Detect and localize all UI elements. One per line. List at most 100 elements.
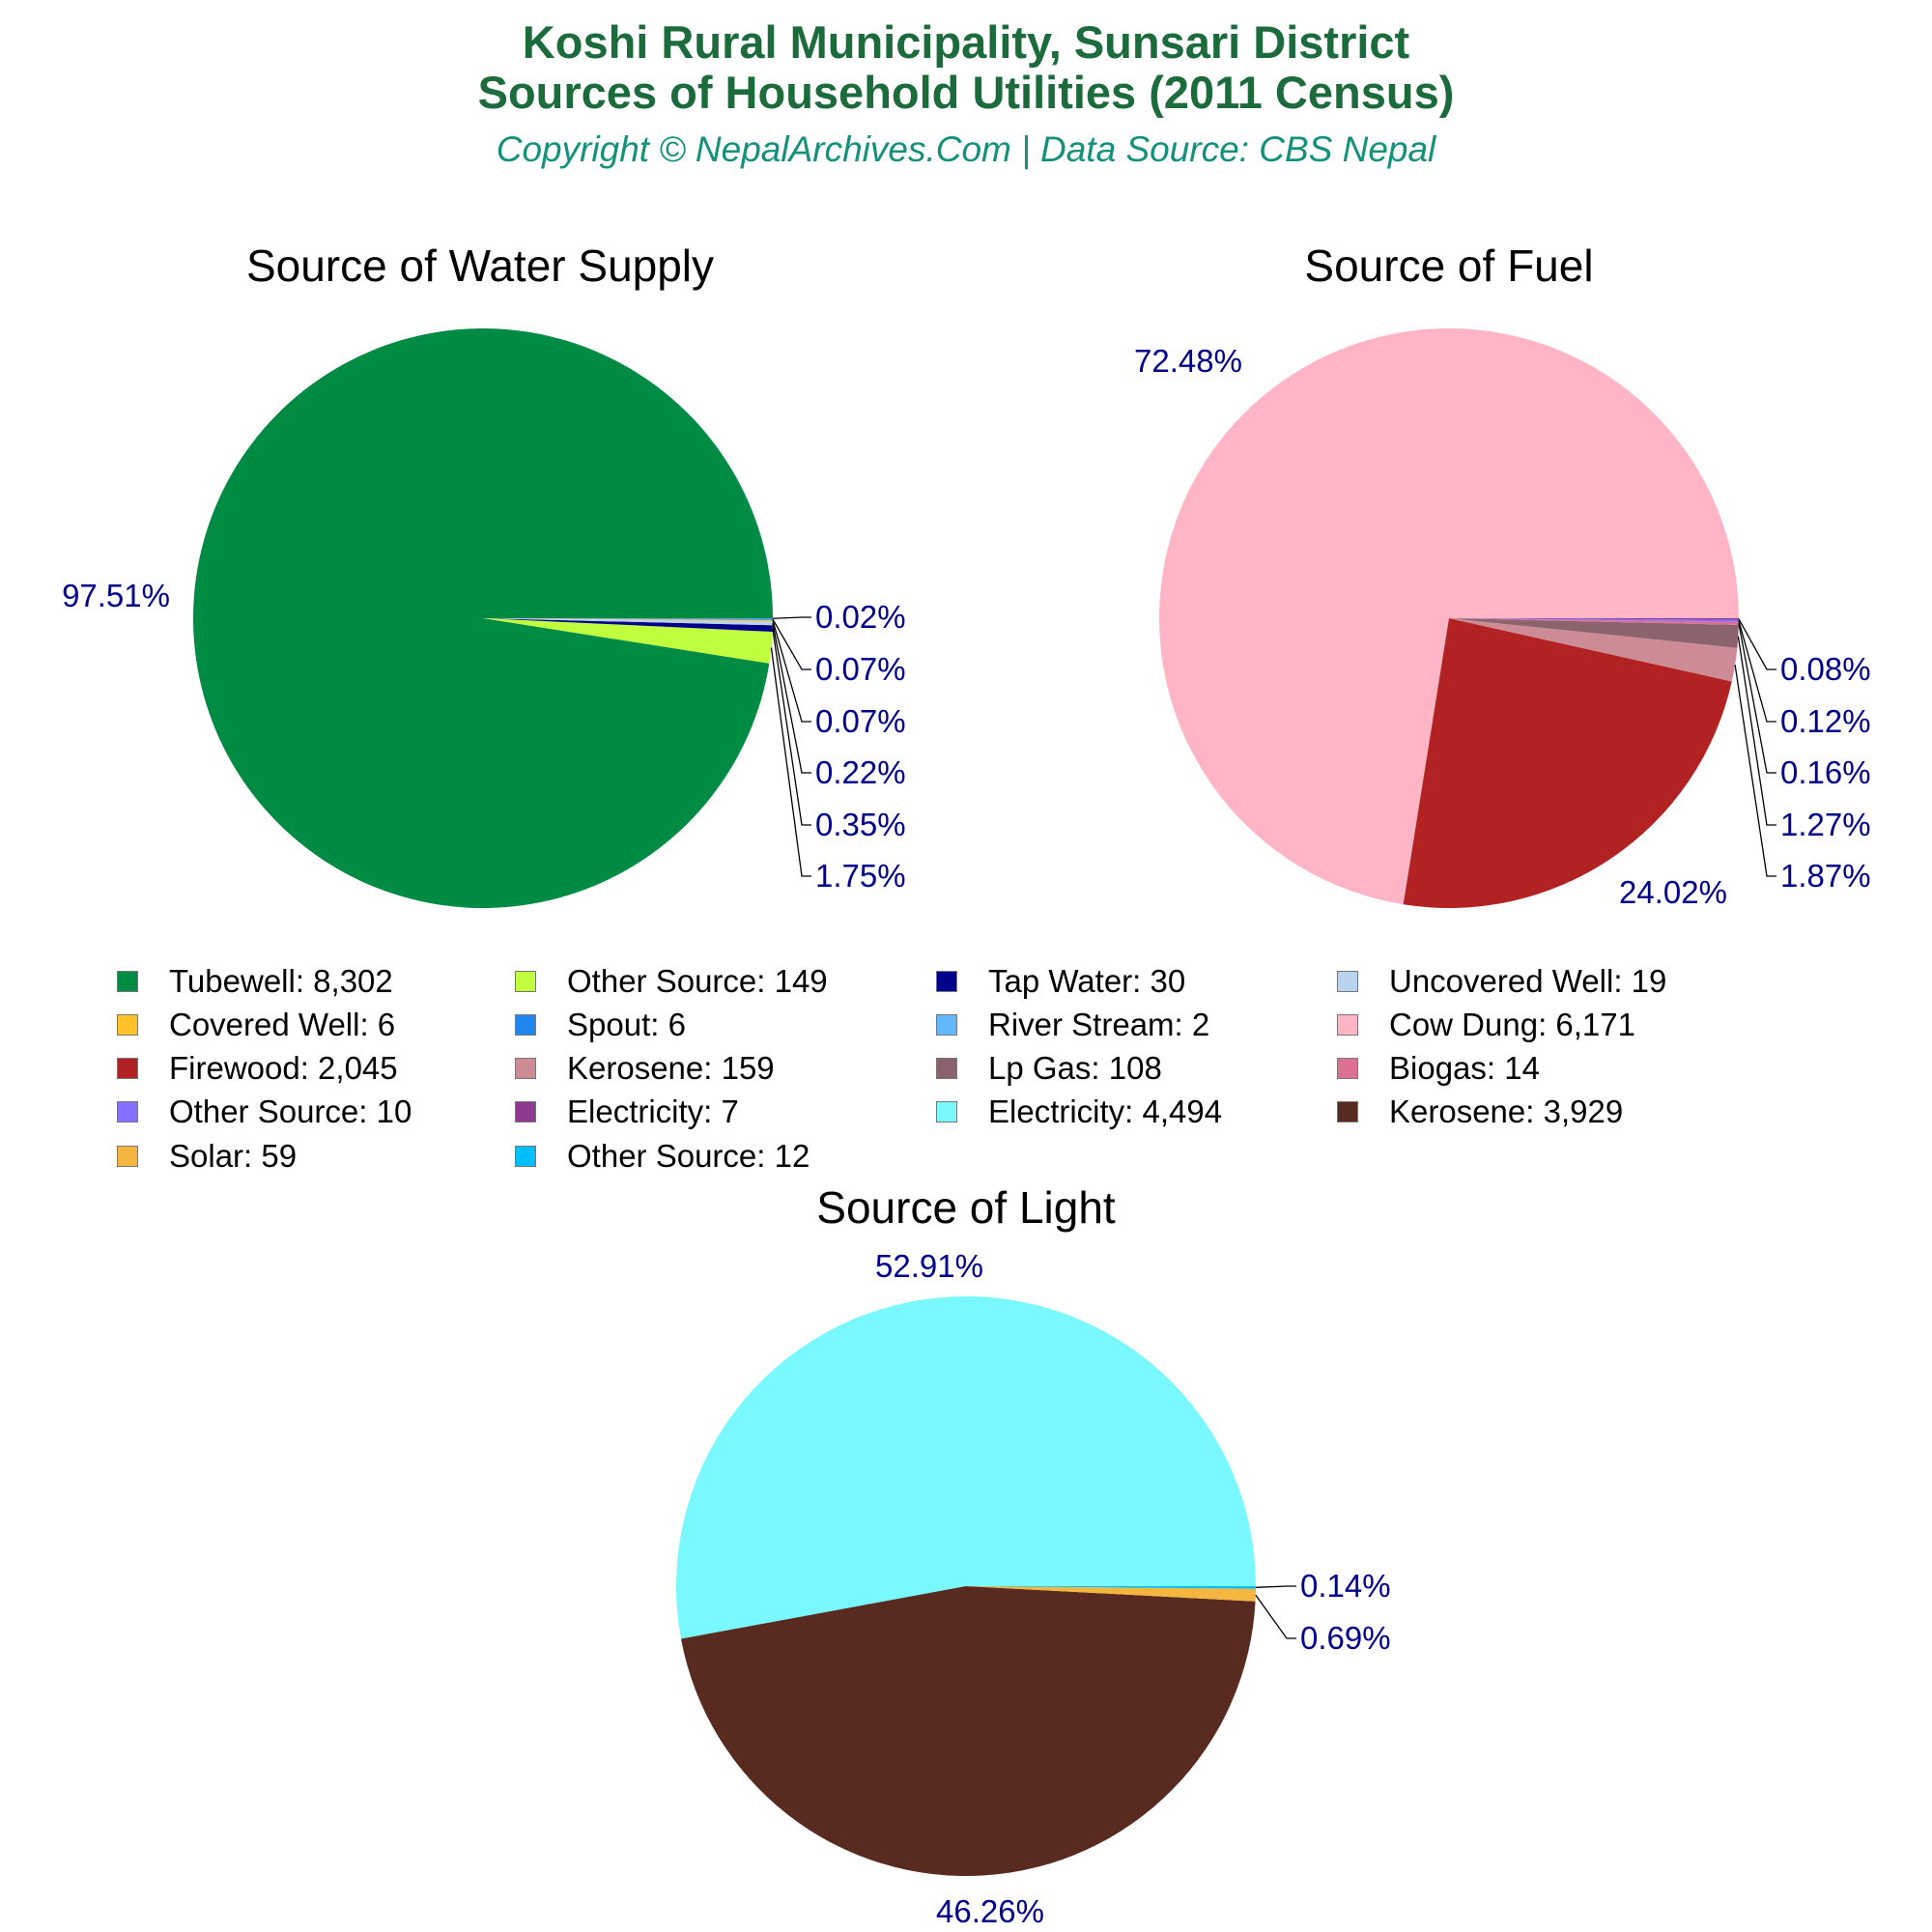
subplot-title: Source of Light <box>816 1182 1116 1233</box>
pie-slice-electricity <box>1449 618 1739 620</box>
legend-item[interactable]: Biogas: 14 <box>1337 1050 1540 1087</box>
legend-label: River Stream: 2 <box>988 1007 1210 1042</box>
legend-swatch <box>936 1014 957 1036</box>
leader-line <box>772 623 811 774</box>
pie-slice-tubewell <box>193 328 774 909</box>
slice-percent-label: 0.02% <box>815 599 906 635</box>
legend-swatch <box>1337 971 1358 992</box>
legend-item[interactable]: Kerosene: 3,929 <box>1337 1094 1623 1130</box>
leader-line <box>772 628 811 826</box>
leader-line <box>1737 636 1776 826</box>
legend-item[interactable]: Electricity: 4,494 <box>936 1094 1222 1130</box>
pie-slice-uncovered-well <box>483 618 773 626</box>
legend-item[interactable]: River Stream: 2 <box>936 1007 1209 1043</box>
legend-label: Other Source: 12 <box>567 1138 810 1174</box>
legend-item[interactable]: Uncovered Well: 19 <box>1337 963 1666 1000</box>
slice-percent-label: 52.91% <box>875 1248 983 1284</box>
slice-percent-label: 0.07% <box>815 703 906 739</box>
slice-percent-label: 24.02% <box>1619 874 1727 910</box>
leader-line <box>772 616 811 619</box>
legend-label: Cow Dung: 6,171 <box>1389 1007 1635 1042</box>
legend-label: Lp Gas: 108 <box>988 1050 1162 1086</box>
pie-slice-other-source <box>483 618 773 664</box>
subplot-title: Source of Fuel <box>1304 241 1593 291</box>
pie-slice-other-source <box>1449 618 1739 622</box>
slice-percent-label: 46.26% <box>936 1893 1044 1929</box>
legend-item[interactable]: Lp Gas: 108 <box>936 1050 1162 1087</box>
legend-item[interactable]: Other Source: 12 <box>515 1138 810 1175</box>
slice-percent-label: 0.22% <box>815 754 906 790</box>
legend-item[interactable]: Covered Well: 6 <box>117 1007 395 1043</box>
slice-percent-label: 1.27% <box>1780 807 1871 842</box>
pie-slice-spout <box>483 618 773 620</box>
legend-item[interactable]: Tap Water: 30 <box>936 963 1185 1000</box>
legend-item[interactable]: Electricity: 7 <box>515 1094 739 1130</box>
legend-label: Other Source: 149 <box>567 963 828 999</box>
legend-label: Uncovered Well: 19 <box>1389 963 1667 999</box>
subplot-title: Source of Water Supply <box>246 241 714 291</box>
legend-swatch <box>117 1101 138 1122</box>
legend-swatch <box>936 1101 957 1122</box>
legend-swatch <box>117 1146 138 1167</box>
slice-percent-label: 97.51% <box>62 578 170 613</box>
slice-percent-label: 0.35% <box>815 807 906 842</box>
pie-slice-tap-water <box>483 618 773 632</box>
pie-slice-cow-dung <box>1159 328 1739 905</box>
legend-item[interactable]: Other Source: 149 <box>515 963 828 1000</box>
legend-label: Electricity: 7 <box>567 1094 739 1129</box>
legend-label: Other Source: 10 <box>169 1094 412 1129</box>
pie-slice-biogas <box>1449 618 1739 625</box>
legend-item[interactable]: Other Source: 10 <box>117 1094 412 1130</box>
chart-subtitle: Copyright © NepalArchives.Com | Data Sou… <box>496 129 1436 169</box>
pie-slice-firewood <box>1403 618 1732 908</box>
chart-title-line1: Koshi Rural Municipality, Sunsari Distri… <box>522 16 1410 68</box>
slice-percent-label: 0.12% <box>1780 703 1871 739</box>
slice-percent-label: 0.16% <box>1780 754 1871 790</box>
slice-percent-label: 0.14% <box>1300 1568 1391 1604</box>
legend-label: Firewood: 2,045 <box>169 1050 398 1086</box>
slice-percent-label: 0.07% <box>815 651 906 687</box>
slice-percent-label: 1.87% <box>1780 858 1871 894</box>
legend-swatch <box>1337 1014 1358 1036</box>
legend-item[interactable]: Spout: 6 <box>515 1007 686 1043</box>
legend-label: Covered Well: 6 <box>169 1007 396 1042</box>
leader-line <box>1738 620 1776 723</box>
legend-swatch <box>117 1014 138 1036</box>
legend-swatch <box>515 1058 536 1079</box>
legend-swatch <box>1337 1101 1358 1122</box>
pie-slice-kerosene <box>680 1586 1256 1876</box>
legend-item[interactable]: Solar: 59 <box>117 1138 297 1175</box>
legend-item[interactable]: Kerosene: 159 <box>515 1050 775 1087</box>
legend-label: Tap Water: 30 <box>988 963 1186 999</box>
legend-label: Biogas: 14 <box>1389 1050 1540 1086</box>
legend-label: Spout: 6 <box>567 1007 686 1042</box>
pie-slice-electricity <box>675 1296 1256 1639</box>
pie-slice-other-source <box>966 1586 1256 1589</box>
leader-line <box>1734 665 1776 877</box>
pie-slice-kerosene <box>1449 618 1738 682</box>
legend-label: Solar: 59 <box>169 1138 298 1174</box>
pie-slice-solar <box>966 1586 1256 1602</box>
legend-label: Tubewell: 8,302 <box>169 963 393 999</box>
leader-line <box>770 647 811 877</box>
legend-label: Kerosene: 159 <box>567 1050 775 1086</box>
pie-slice-lp-gas <box>1449 618 1739 648</box>
legend-label: Kerosene: 3,929 <box>1389 1094 1624 1129</box>
legend-item[interactable]: Cow Dung: 6,171 <box>1337 1007 1635 1043</box>
legend-swatch <box>515 971 536 992</box>
leader-line <box>772 620 811 723</box>
chart-title-line2: Sources of Household Utilities (2011 Cen… <box>477 67 1455 118</box>
slice-percent-label: 0.08% <box>1780 651 1871 687</box>
pie-slice-covered-well <box>483 618 773 622</box>
slice-percent-label: 0.69% <box>1300 1620 1391 1656</box>
slice-percent-label: 1.75% <box>815 858 906 894</box>
legend-swatch <box>515 1014 536 1036</box>
legend-swatch <box>1337 1058 1358 1079</box>
legend-item[interactable]: Firewood: 2,045 <box>117 1050 398 1087</box>
leader-line <box>1255 1585 1296 1588</box>
legend-swatch <box>515 1101 536 1122</box>
leader-line <box>1255 1594 1296 1639</box>
legend-item[interactable]: Tubewell: 8,302 <box>117 963 393 1000</box>
leader-line <box>1738 618 1776 670</box>
